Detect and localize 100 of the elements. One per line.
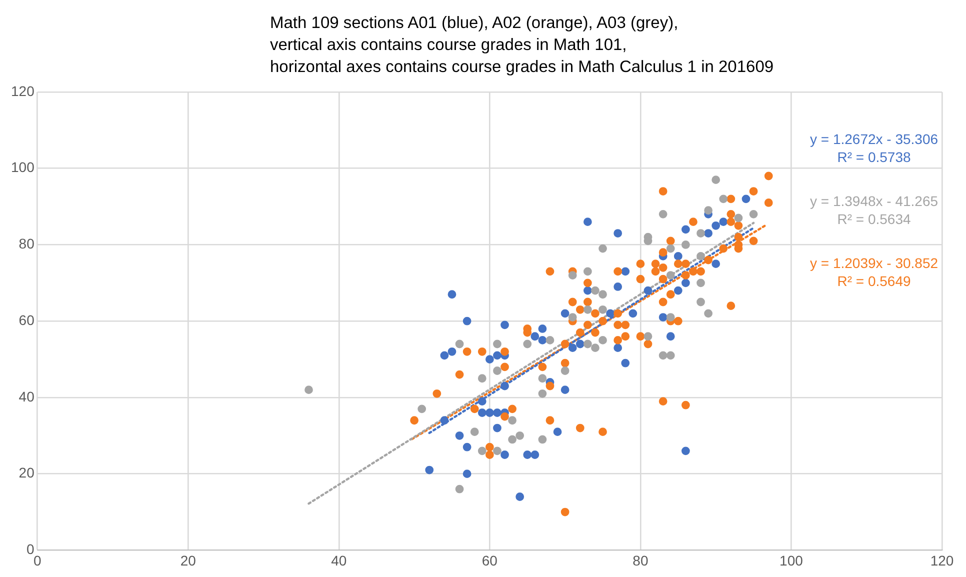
point <box>440 351 449 360</box>
point <box>530 332 540 341</box>
point <box>712 176 720 184</box>
point <box>583 218 592 226</box>
point <box>704 206 712 215</box>
y-tick-label: 20 <box>18 464 35 481</box>
point <box>704 309 712 318</box>
point <box>568 271 577 280</box>
point <box>704 229 712 238</box>
point <box>614 282 622 291</box>
point <box>681 240 690 249</box>
x-tick-label: 120 <box>930 552 954 568</box>
point <box>546 336 554 344</box>
point <box>530 450 540 459</box>
point <box>455 431 464 440</box>
point <box>493 366 502 375</box>
point <box>470 428 479 436</box>
point <box>598 305 607 314</box>
point <box>598 290 607 299</box>
point <box>485 408 494 417</box>
point <box>734 214 743 222</box>
point <box>658 313 668 322</box>
point <box>614 229 622 238</box>
point <box>493 351 502 360</box>
point <box>696 278 705 288</box>
point <box>508 435 516 444</box>
point <box>666 332 675 341</box>
point <box>478 408 486 417</box>
point <box>644 332 652 341</box>
point <box>681 446 690 456</box>
point <box>523 450 532 459</box>
point <box>478 446 486 456</box>
chart-title: Math 109 sections A01 (blue), A02 (orange), A03 (grey), vertical axis contains course grades in Math 101, horizontal axes contains course grades in Math Calculus 1 in 201609 <box>270 13 774 78</box>
y-tick-label: 80 <box>18 236 35 252</box>
point <box>516 431 524 440</box>
point <box>742 194 750 204</box>
point <box>485 355 494 364</box>
y-tick-label: 100 <box>11 159 35 176</box>
point <box>749 210 758 218</box>
point <box>425 466 434 474</box>
point <box>478 397 486 406</box>
point <box>304 386 313 394</box>
annotation: y = 1.3948x - 41.265 R² = 0.5634 <box>810 192 938 227</box>
point <box>628 309 638 318</box>
point <box>583 340 592 348</box>
point <box>696 252 705 260</box>
point <box>719 194 728 204</box>
point <box>418 404 426 414</box>
point <box>538 389 547 398</box>
point <box>591 344 600 352</box>
point <box>666 244 675 253</box>
point <box>493 408 502 417</box>
point <box>614 344 622 352</box>
point <box>598 336 607 344</box>
point <box>553 428 562 436</box>
point <box>462 442 472 452</box>
y-tick-label: 0 <box>26 541 35 558</box>
point <box>500 382 509 390</box>
point <box>666 351 675 360</box>
y-tick-label: 120 <box>11 82 35 99</box>
point <box>538 336 547 344</box>
point <box>583 305 592 314</box>
point <box>493 340 502 348</box>
x-tick-label: 40 <box>331 552 347 568</box>
point <box>455 484 464 494</box>
point <box>448 347 456 356</box>
point <box>696 229 705 238</box>
x-tick-label: 20 <box>180 552 196 568</box>
point <box>538 435 547 444</box>
point <box>493 446 502 456</box>
point <box>538 324 547 333</box>
point <box>560 366 570 375</box>
x-tick-label: 60 <box>482 552 498 568</box>
point <box>666 313 675 322</box>
point <box>598 244 607 253</box>
y-tick-label: 60 <box>18 312 35 328</box>
point <box>538 374 547 383</box>
x-tick-label: 80 <box>632 552 648 568</box>
point <box>560 309 570 318</box>
point <box>583 267 592 276</box>
point <box>712 260 720 268</box>
point <box>606 309 614 318</box>
annotation: y = 1.2039x - 30.852 R² = 0.5649 <box>810 254 938 289</box>
point <box>666 271 675 280</box>
point <box>568 313 577 322</box>
point <box>583 286 592 295</box>
point <box>621 358 630 368</box>
point <box>523 340 532 348</box>
point <box>681 278 690 288</box>
point <box>462 316 472 326</box>
point <box>478 374 486 383</box>
point <box>576 340 584 348</box>
point <box>448 290 456 299</box>
point <box>516 492 524 501</box>
point <box>674 286 682 295</box>
point <box>440 416 449 425</box>
y-tick-label: 40 <box>18 388 35 404</box>
point <box>462 470 472 478</box>
annotation: y = 1.2672x - 35.306 R² = 0.5738 <box>810 130 938 165</box>
point <box>674 252 682 260</box>
